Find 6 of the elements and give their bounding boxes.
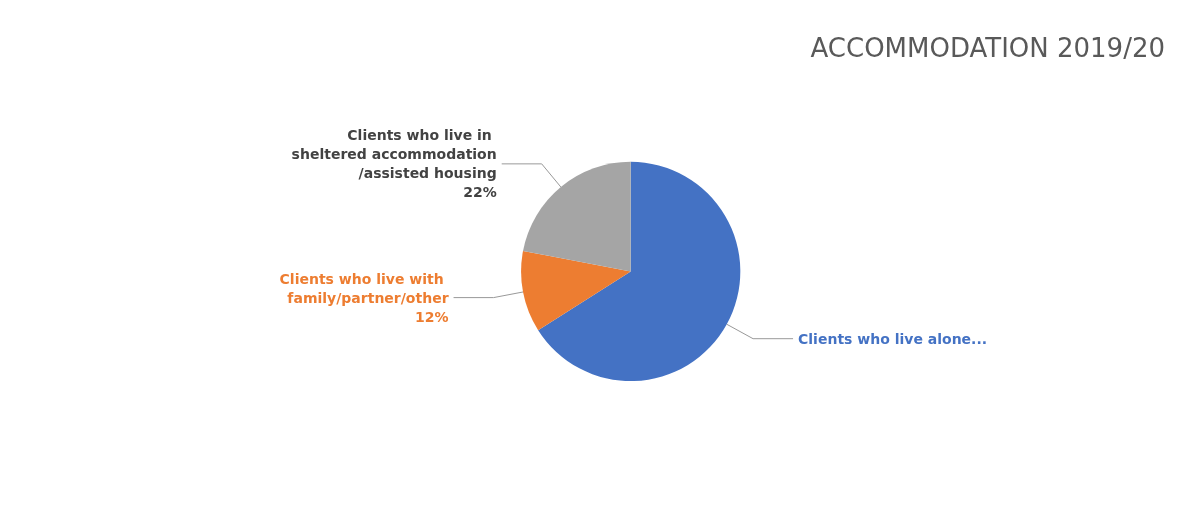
data-label: 12%: [415, 308, 449, 325]
slice-label: Clients who live with family/partner/other: [279, 270, 449, 306]
slice-label: Clients who live in sheltered accommodation/assisted housing: [291, 127, 497, 182]
chart-title: ACCOMMODATION 2019/20: [810, 33, 1166, 63]
slice-label: Clients who live alone...: [798, 330, 988, 347]
data-label: 22%: [463, 184, 497, 201]
